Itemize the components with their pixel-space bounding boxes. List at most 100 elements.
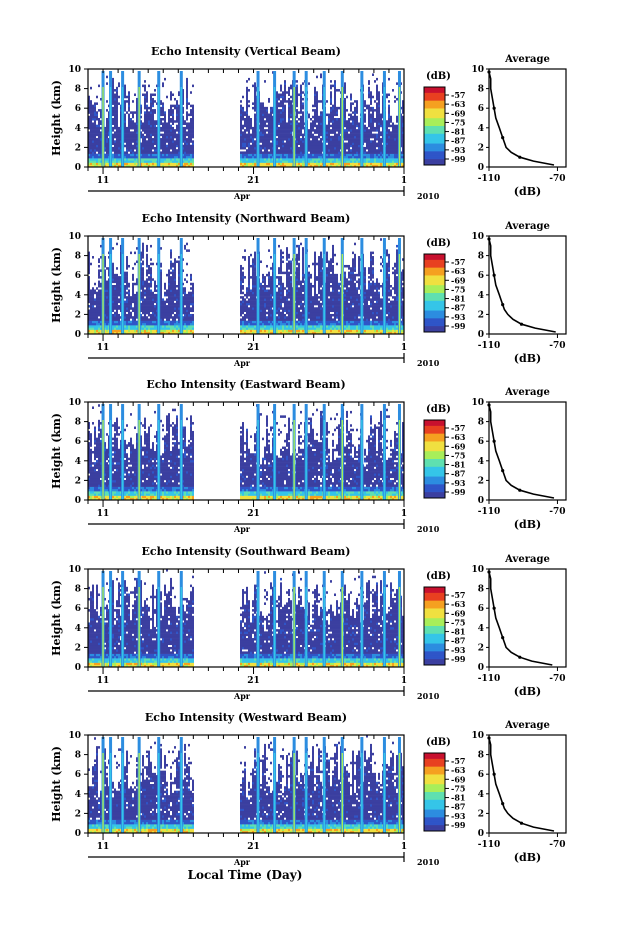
colorbar-segment — [424, 133, 445, 137]
average-y-tick-label: 0 — [478, 496, 484, 506]
colorbar-segment — [424, 829, 445, 832]
colorbar-segment — [424, 795, 445, 799]
colorbar-segment — [424, 308, 445, 311]
average-profile-point — [519, 322, 524, 326]
colorbar-segment — [424, 427, 445, 431]
x-tick-label: 1 — [401, 842, 407, 852]
average-x-tick-label: -110 — [478, 174, 501, 184]
colorbar-segment — [424, 275, 445, 278]
colorbar-frame — [423, 86, 446, 166]
colorbar-segment — [424, 261, 445, 265]
y-tick-label: 6 — [75, 104, 81, 114]
y-tick-label: 6 — [75, 437, 81, 447]
average-x-tick-label: -70 — [549, 341, 565, 351]
average-y-tick-label: 2 — [478, 310, 484, 320]
average-profile-panel: Average 10 8 6 4 2 0-110 -70 (dB) — [471, 720, 567, 864]
colorbar-segment — [424, 590, 445, 594]
y-axis-label: Height (km) — [50, 580, 63, 656]
colorbar-segment — [424, 792, 445, 795]
colorbar-segment — [424, 772, 445, 775]
colorbar-segment — [424, 300, 445, 304]
plot-frame — [87, 235, 405, 335]
colorbar-tick-label: -99 — [451, 154, 466, 164]
average-frame — [488, 68, 567, 168]
average-y-tick-label: 8 — [478, 85, 484, 95]
y-tick-label: 10 — [68, 731, 81, 741]
colorbar-segment — [424, 614, 445, 617]
average-y-tick-label: 6 — [478, 104, 484, 114]
colorbar-tick-label: -93 — [451, 478, 466, 488]
y-tick-label: 8 — [75, 751, 81, 761]
colorbar-segment — [424, 271, 445, 274]
y-tick-label: 10 — [68, 398, 81, 408]
average-profile-line — [488, 238, 556, 333]
colorbar-segment — [424, 780, 445, 783]
y-tick-label: 8 — [75, 418, 81, 428]
colorbar-segment — [424, 302, 445, 306]
average-y-tick-label: 4 — [478, 624, 484, 634]
colorbar-segment — [424, 459, 445, 462]
panel-title: Echo Intensity (Eastward Beam) — [146, 378, 345, 391]
colorbar-tick-label: -75 — [451, 284, 465, 294]
colorbar-segment — [424, 279, 445, 282]
average-y-tick-label: 2 — [478, 476, 484, 486]
colorbar-segment — [424, 423, 445, 427]
y-tick-label: 4 — [75, 124, 81, 134]
plot-frame — [87, 568, 405, 668]
colorbar-segment — [424, 259, 445, 263]
colorbar-segment — [424, 143, 445, 146]
colorbar-tick-label: -81 — [451, 627, 465, 637]
month-label: Apr — [233, 691, 251, 701]
colorbar-segment — [424, 112, 445, 115]
colorbar-segment — [424, 801, 445, 805]
colorbar-segment — [424, 135, 445, 139]
colorbar-segment — [424, 608, 445, 611]
colorbar-segment — [424, 263, 445, 267]
average-profile-point — [519, 821, 524, 825]
colorbar-segment — [424, 257, 445, 261]
colorbar-segment — [424, 753, 445, 756]
colorbar-segment — [424, 641, 445, 644]
colorbar-segment — [424, 153, 445, 156]
colorbar-segment — [424, 318, 445, 321]
colorbar-segment — [424, 464, 445, 468]
year-label: 2010 — [417, 524, 440, 534]
colorbar-segment — [424, 151, 445, 154]
average-y-tick-label: 10 — [471, 65, 484, 75]
average-y-tick-label: 4 — [478, 457, 484, 467]
colorbar-segment — [424, 88, 445, 92]
colorbar-segment — [424, 486, 445, 489]
colorbar-segment — [424, 157, 445, 160]
average-y-tick-label: 10 — [471, 731, 484, 741]
average-frame — [488, 401, 567, 501]
colorbar-tick-label: -57 — [451, 257, 465, 267]
x-tick-label: 1 — [401, 343, 407, 353]
colorbar-segment — [424, 655, 445, 658]
colorbar-segment — [424, 805, 445, 808]
colorbar-segment — [424, 328, 445, 331]
average-x-label: (dB) — [514, 685, 541, 698]
colorbar-tick-label: -87 — [451, 303, 465, 313]
colorbar-segment — [424, 425, 445, 429]
colorbar-segment — [424, 443, 445, 446]
colorbar-segment — [424, 306, 445, 309]
colorbar-segment — [424, 289, 445, 292]
panel-5: Echo Intensity (Westward Beam)1086420Hei… — [50, 711, 567, 867]
average-y-tick-label: 6 — [478, 271, 484, 281]
colorbar-segment — [424, 472, 445, 475]
colorbar-segment — [424, 110, 445, 113]
colorbar-tick-label: -87 — [451, 636, 465, 646]
x-tick-label: 1 — [401, 176, 407, 186]
colorbar-segment — [424, 594, 445, 598]
colorbar-tick-label: -57 — [451, 756, 465, 766]
colorbar-segment — [424, 758, 445, 762]
colorbar-tick-label: -57 — [451, 90, 465, 100]
x-tick-label: 11 — [97, 343, 110, 353]
colorbar-segment — [424, 102, 445, 105]
colorbar-segment — [424, 421, 445, 425]
plot-frame — [87, 68, 405, 168]
colorbar-segment — [424, 490, 445, 493]
colorbar-tick-label: -81 — [451, 127, 465, 137]
colorbar-tick-label: -57 — [451, 423, 465, 433]
y-tick-label: 6 — [75, 271, 81, 281]
